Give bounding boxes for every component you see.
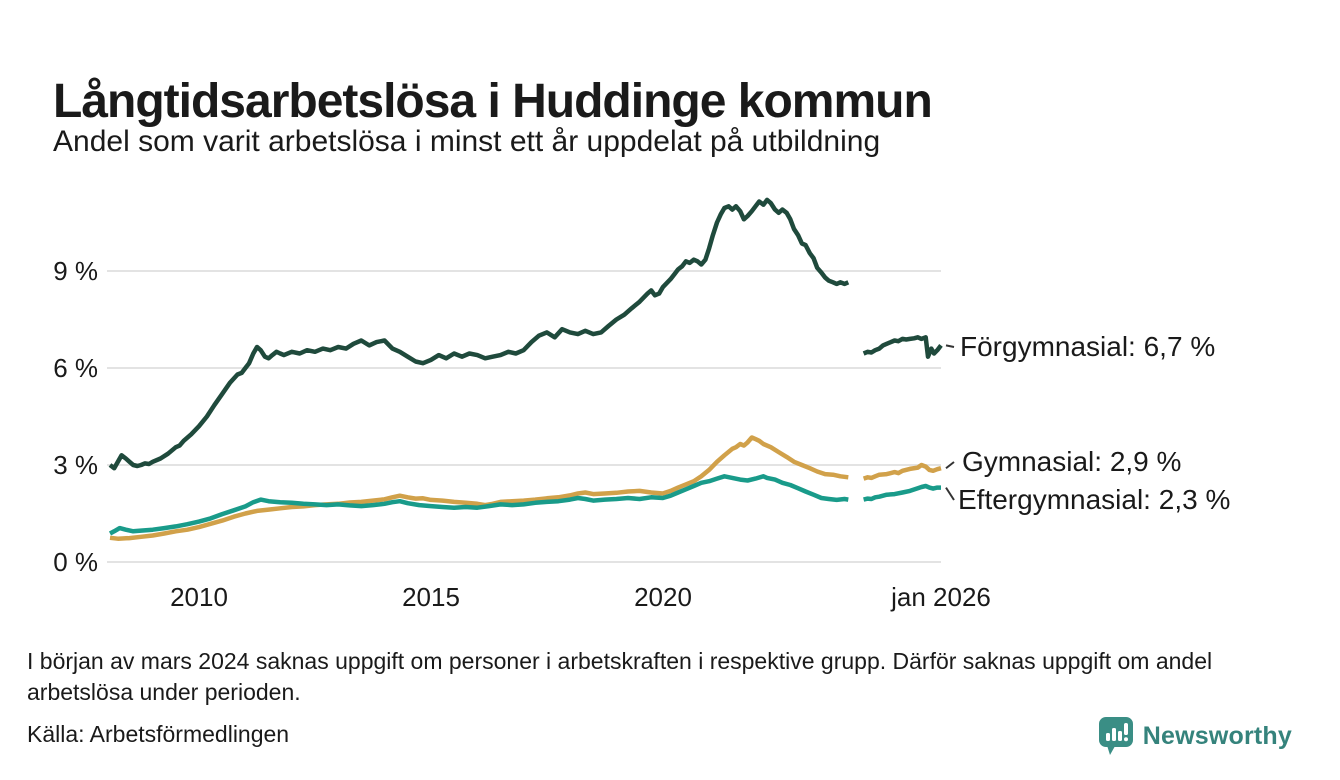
x-axis-tick-2010: 2010	[170, 582, 228, 612]
y-axis-tick-9: 9 %	[53, 256, 98, 286]
series-label-gymnasial: Gymnasial: 2,9 %	[962, 446, 1182, 477]
series-line-förgymnasial	[108, 197, 850, 471]
page-subtitle: Andel som varit arbetslösa i minst ett å…	[53, 125, 881, 158]
series-line-gymnasial	[862, 462, 942, 481]
y-axis-tick-6: 6 %	[53, 353, 98, 383]
y-axis-tick-3: 3 %	[53, 450, 98, 480]
newsworthy-logo-icon	[1098, 717, 1133, 755]
series-line-förgymnasial	[862, 335, 943, 359]
x-axis-tick-2020: 2020	[634, 582, 692, 612]
series-line-eftergymnasial	[108, 474, 849, 536]
label-connector-gymnasial	[945, 461, 955, 470]
series-line-eftergymnasial	[863, 483, 941, 502]
page-title: Långtidsarbetslösa i Huddinge kommun	[53, 75, 933, 129]
label-connector-eftergymnasial	[945, 487, 955, 501]
label-connector-förgymnasial	[945, 344, 955, 348]
y-axis-tick-0: 0 %	[53, 547, 98, 577]
series-label-eftergymnasial: Eftergymnasial: 2,3 %	[958, 484, 1231, 515]
source-text: Källa: Arbetsförmedlingen	[27, 721, 290, 747]
brand-name: Newsworthy	[1142, 721, 1292, 750]
x-axis-tick-jan-2026: jan 2026	[891, 582, 991, 612]
footnote-text: I början av mars 2024 saknas uppgift om …	[27, 648, 1213, 705]
newsworthy-branding: Newsworthy	[1098, 716, 1292, 756]
series-label-forgymnasial: Förgymnasial: 6,7 %	[960, 331, 1216, 362]
series-line-gymnasial	[109, 435, 849, 541]
x-axis-tick-2015: 2015	[402, 582, 460, 612]
